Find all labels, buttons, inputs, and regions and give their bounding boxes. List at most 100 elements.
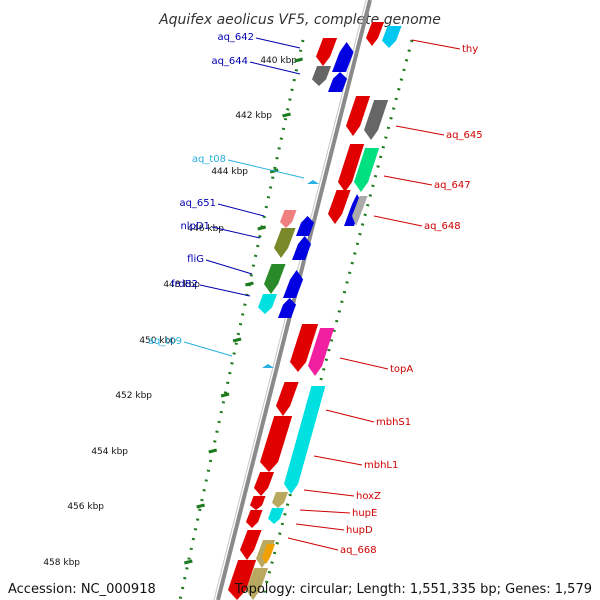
gene-aq_645b-block bbox=[364, 100, 389, 140]
left-leader-line bbox=[249, 61, 301, 75]
right-gene-label: aq_647 bbox=[434, 180, 471, 191]
right-leader-line bbox=[303, 489, 355, 497]
left-leader-line bbox=[255, 37, 301, 49]
right-gene-label: hoxZ bbox=[356, 491, 381, 502]
gene-tail-b-block bbox=[246, 568, 269, 600]
left-leader-line bbox=[211, 226, 261, 239]
gene-thy-block bbox=[366, 22, 385, 46]
kbp-tick-label: 450 kbp bbox=[139, 336, 176, 346]
gene-topA-block bbox=[290, 324, 319, 372]
kbp-tick-mark bbox=[208, 448, 218, 454]
left-leader-line bbox=[227, 159, 305, 179]
gene-aq_648c-block bbox=[352, 196, 368, 226]
gene-hoxZ-block bbox=[254, 472, 275, 496]
right-leader-line bbox=[339, 357, 389, 370]
kbp-tick-label: 456 kbp bbox=[67, 502, 104, 512]
gene-hupE-b-block bbox=[250, 496, 266, 510]
feature-group bbox=[228, 22, 402, 600]
gene-fliG-arrow bbox=[283, 270, 304, 298]
gene-hoxZ-b-block bbox=[272, 492, 289, 508]
gene-aq_651-arrow bbox=[296, 216, 315, 236]
kbp-tick-mark bbox=[282, 112, 291, 118]
gene-hupE-block bbox=[268, 508, 285, 524]
left-leader-line bbox=[205, 259, 253, 275]
label-group: aq_642 aq_644 aq_t08 aq_651 nlpD1 fliG frdB2 aq… bbox=[148, 32, 483, 556]
kbp-tick-label: 452 kbp bbox=[115, 391, 152, 401]
left-gene-label: aq_644 bbox=[211, 56, 248, 67]
gene-aq_642-block bbox=[316, 38, 338, 66]
right-leader-line bbox=[373, 215, 423, 227]
genome-backbone bbox=[216, 0, 372, 600]
right-leader-line bbox=[395, 125, 445, 136]
left-leader-line bbox=[217, 203, 265, 217]
left-gene-label: aq_t09 bbox=[148, 336, 182, 347]
kbp-tick-mark bbox=[294, 57, 303, 63]
gene-aq_651-block bbox=[280, 210, 297, 228]
kbp-tick-label: 446 kbp bbox=[187, 224, 224, 234]
gene-topA-b-block bbox=[308, 328, 335, 376]
right-gene-label: aq_668 bbox=[340, 545, 377, 556]
kbp-tick-mark bbox=[257, 225, 267, 231]
gene-frdB2-arrow bbox=[278, 298, 297, 318]
kbp-tick-mark bbox=[196, 503, 206, 509]
left-gene-label: nlpD1 bbox=[180, 221, 210, 232]
kbp-tick-label: 454 kbp bbox=[91, 447, 128, 457]
gene-aq_668-c-block bbox=[262, 544, 276, 564]
kbp-tick-label: 448 kbp bbox=[163, 280, 200, 290]
gene-aq_647-block bbox=[338, 144, 365, 192]
left-leader-line bbox=[199, 284, 251, 297]
right-leader-line bbox=[325, 409, 375, 423]
accession-text: Accession: NC_000918 bbox=[8, 582, 156, 597]
right-gene-label: hupD bbox=[346, 525, 373, 536]
kbp-tick-label: 444 kbp bbox=[211, 167, 248, 177]
gene-aq_648-block bbox=[328, 190, 351, 224]
left-gene-label: aq_t08 bbox=[192, 154, 226, 165]
left-gene-label: frdB2 bbox=[171, 279, 198, 290]
gene-fliG-block bbox=[264, 264, 286, 294]
trna-aq_t08-marker bbox=[307, 180, 319, 184]
gene-mbhS1-block bbox=[276, 382, 299, 416]
gene-hupD-block bbox=[246, 510, 263, 528]
kbp-tick-mark bbox=[220, 392, 230, 398]
trna-aq_t09-marker bbox=[262, 364, 274, 368]
right-leader-line bbox=[295, 523, 345, 531]
kbp-tick-label: 440 kbp bbox=[260, 56, 297, 66]
gene-aq_642-arrow bbox=[332, 42, 354, 72]
right-leader-line bbox=[383, 175, 433, 186]
left-gene-label: aq_651 bbox=[179, 198, 216, 209]
gene-tail-block bbox=[228, 560, 257, 600]
gene-aq_668-block bbox=[240, 530, 262, 560]
right-gene-label: mbhS1 bbox=[376, 417, 411, 428]
right-leader-line bbox=[313, 455, 363, 466]
gene-aq_644-arrow bbox=[328, 72, 348, 92]
kbp-tick-mark bbox=[245, 281, 254, 287]
map-title: Aquifex aeolicus VF5, complete genome bbox=[158, 12, 441, 28]
gene-mbhL1-block bbox=[260, 416, 293, 472]
left-gene-label: fliG bbox=[187, 254, 204, 265]
gene-aq_647b-block bbox=[354, 148, 380, 192]
right-gene-label: thy bbox=[462, 44, 478, 55]
gene-aq_642b-block bbox=[312, 66, 332, 86]
right-gene-label: topA bbox=[390, 364, 413, 375]
right-gene-label: aq_645 bbox=[446, 130, 483, 141]
left-leader-line bbox=[183, 341, 233, 357]
right-gene-label: aq_648 bbox=[424, 221, 461, 232]
gene-aq_645-block bbox=[346, 96, 371, 136]
topology-text: Topology: circular; Length: 1,551,335 bp… bbox=[234, 582, 592, 597]
kbp-tick-group: 440 kbp 442 kbp 444 kbp 446 kbp 448 kbp 450 k… bbox=[43, 56, 303, 568]
gene-frdB2-block bbox=[258, 294, 278, 314]
right-gene-label: hupE bbox=[352, 508, 377, 519]
right-leader-line bbox=[299, 509, 351, 514]
kbp-tick-mark bbox=[183, 559, 193, 565]
gene-nlpD1-block bbox=[274, 228, 296, 258]
gene-mbhS1-b-block bbox=[284, 386, 326, 494]
kbp-tick-label: 442 kbp bbox=[235, 111, 272, 121]
right-gene-label: mbhL1 bbox=[364, 460, 398, 471]
gene-thy-b-block bbox=[382, 26, 402, 48]
kbp-tick-mark bbox=[232, 337, 242, 343]
left-gene-label: aq_642 bbox=[217, 32, 254, 43]
right-leader-line bbox=[287, 537, 339, 551]
kbp-tick-label: 458 kbp bbox=[43, 558, 80, 568]
right-leader-line bbox=[411, 39, 461, 50]
